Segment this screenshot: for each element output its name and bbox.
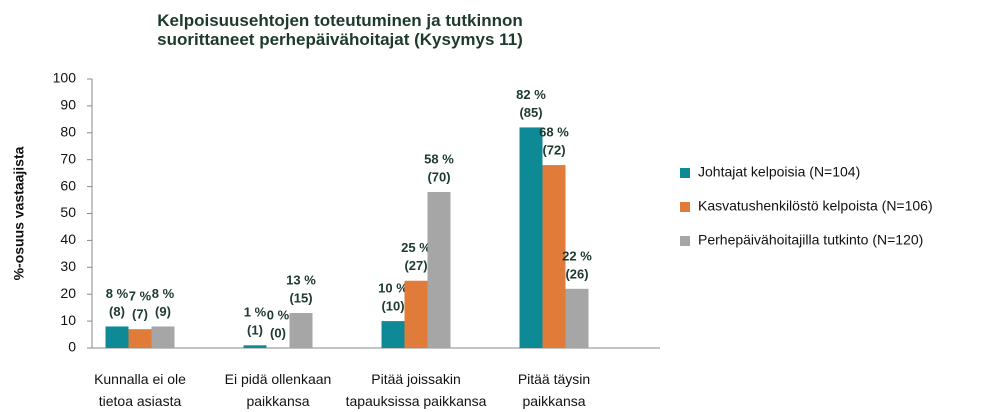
value-label: 8 % xyxy=(152,286,175,301)
count-label: (10) xyxy=(381,299,404,314)
value-label: 13 % xyxy=(286,272,316,287)
count-label: (1) xyxy=(247,323,263,338)
value-label: 25 % xyxy=(401,240,431,255)
legend-swatch xyxy=(680,236,690,246)
legend-swatch xyxy=(680,202,690,212)
bar xyxy=(243,345,267,348)
count-label: (85) xyxy=(519,105,542,120)
x-tick-label: Kunnalla ei ole tietoa asiasta xyxy=(94,371,186,409)
bar xyxy=(105,326,129,348)
y-tick-label: 50 xyxy=(60,204,76,220)
y-tick-label: 90 xyxy=(60,97,76,113)
y-tick-label: 60 xyxy=(60,177,76,193)
y-tick-label: 40 xyxy=(60,231,76,247)
bar xyxy=(151,326,175,348)
value-label: 22 % xyxy=(562,248,592,263)
y-axis-label: %-osuus vastaajista xyxy=(11,146,27,280)
bar xyxy=(542,165,566,348)
value-label: 0 % xyxy=(267,307,290,322)
y-tick-label: 30 xyxy=(60,258,76,274)
y-tick-label: 100 xyxy=(53,70,77,86)
value-label: 7 % xyxy=(129,289,152,304)
count-label: (26) xyxy=(565,266,588,281)
value-label: 8 % xyxy=(106,286,129,301)
chart-title: Kelpoisuusehtojen toteutuminen ja tutkin… xyxy=(157,11,523,49)
count-label: (9) xyxy=(155,304,171,319)
count-label: (72) xyxy=(542,143,565,158)
value-label: 82 % xyxy=(516,87,546,102)
count-label: (0) xyxy=(270,325,286,340)
value-label: 58 % xyxy=(424,151,454,166)
bar xyxy=(381,321,405,348)
x-tick-label: Pitää joissakin tapauksissa paikkansa xyxy=(346,371,487,409)
bar xyxy=(427,191,451,348)
count-label: (27) xyxy=(404,258,427,273)
count-label: (8) xyxy=(109,304,125,319)
y-tick-label: 0 xyxy=(68,339,76,355)
legend-swatch xyxy=(680,168,690,178)
y-tick-label: 80 xyxy=(60,124,76,140)
count-label: (7) xyxy=(132,307,148,322)
value-label: 1 % xyxy=(244,305,267,320)
y-tick-label: 10 xyxy=(60,312,76,328)
y-tick-label: 70 xyxy=(60,150,76,166)
count-label: (15) xyxy=(289,290,312,305)
legend-label: Kasvatushenkilöstö kelpoista (N=106) xyxy=(698,198,933,214)
x-tick-label: Ei pidä ollenkaan paikkansa xyxy=(225,371,332,409)
value-label: 68 % xyxy=(539,125,569,140)
count-label: (70) xyxy=(427,169,450,184)
y-tick-label: 20 xyxy=(60,285,76,301)
bar xyxy=(128,329,152,348)
value-label: 10 % xyxy=(378,281,408,296)
legend-label: Perhepäivähoitajilla tutkinto (N=120) xyxy=(698,232,923,248)
bar xyxy=(404,280,428,348)
bar xyxy=(289,313,313,348)
bar xyxy=(519,127,543,348)
legend-label: Johtajat kelpoisia (N=104) xyxy=(698,164,860,180)
x-tick-label: Pitää täysin paikkansa xyxy=(518,371,590,409)
bar xyxy=(565,288,589,348)
